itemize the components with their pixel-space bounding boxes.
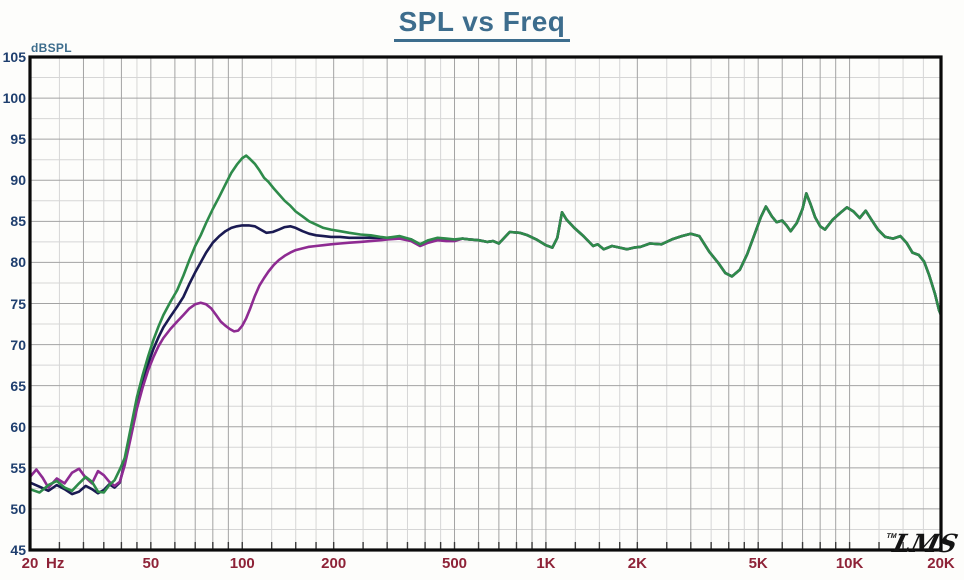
y-axis-tick-label: 60 — [10, 418, 26, 435]
y-axis-tick-label: 45 — [10, 542, 26, 558]
x-axis-tick-label: 20 — [21, 555, 39, 572]
y-axis-tick-label: 105 — [2, 49, 26, 65]
y-axis-tick-label: 70 — [10, 336, 26, 353]
x-axis-tick-label: 200 — [321, 555, 347, 572]
x-axis-tick-label: 10K — [835, 555, 864, 572]
y-axis-tick-label: 55 — [10, 459, 26, 476]
x-axis-tick-label: 2K — [627, 555, 647, 572]
chart-title-text: SPL vs Freq — [393, 6, 571, 42]
y-axis-tick-label: 90 — [10, 172, 26, 189]
y-axis-tick-label: 95 — [10, 131, 26, 148]
chart-title: SPL vs Freq — [0, 6, 964, 42]
x-axis-tick-label: 20K — [927, 555, 955, 572]
x-axis-tick-label: 50 — [142, 555, 160, 572]
y-axis-tick-label: 65 — [10, 377, 26, 394]
y-axis-tick-label: 85 — [10, 213, 26, 230]
x-axis-unit-label: Hz — [46, 555, 65, 572]
y-axis-tick-label: 100 — [2, 90, 26, 107]
y-axis-tick-label: 50 — [10, 500, 26, 517]
x-axis-tick-label: 500 — [441, 555, 468, 572]
x-axis-tick-label: 1K — [536, 555, 556, 572]
x-axis-tick-label: 5K — [748, 555, 768, 572]
lms-logo: TMLMS — [882, 522, 961, 558]
lms-logo-text: LMS — [890, 529, 961, 558]
x-axis-tick-label: 100 — [229, 555, 255, 572]
y-axis-tick-label: 75 — [10, 295, 26, 312]
y-axis-tick-label: 80 — [10, 254, 26, 271]
y-axis-unit-label: dBSPL — [31, 41, 72, 55]
